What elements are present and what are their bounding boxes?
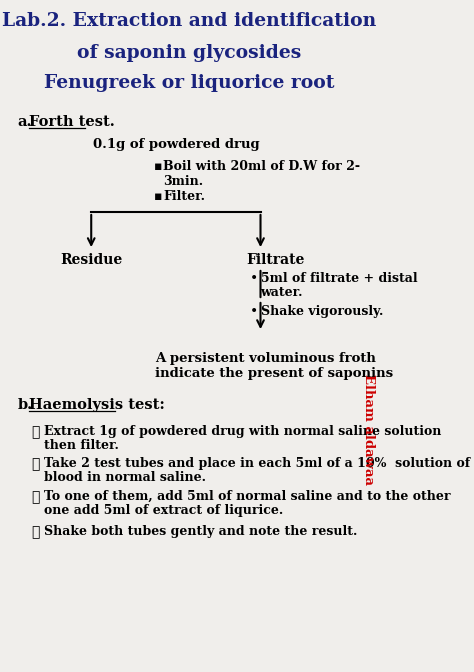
Text: Residue: Residue [60,253,122,267]
Text: ✓: ✓ [31,457,39,471]
Text: a.: a. [18,115,32,129]
Text: Filtrate: Filtrate [246,253,305,267]
Text: 0.1g of powdered drug: 0.1g of powdered drug [92,138,259,151]
Text: Boil with 20ml of D.W for 2-: Boil with 20ml of D.W for 2- [164,160,360,173]
Text: water.: water. [261,286,303,299]
Text: Fenugreek or liquorice root: Fenugreek or liquorice root [44,74,335,92]
Text: ▪: ▪ [154,190,163,203]
Text: 3min.: 3min. [164,175,203,188]
Text: ✓: ✓ [31,425,39,439]
Text: 5ml of filtrate + distal: 5ml of filtrate + distal [261,272,417,285]
Text: •: • [250,272,258,286]
Text: blood in normal saline.: blood in normal saline. [44,471,206,484]
Text: ✓: ✓ [31,525,39,539]
Text: Forth test.: Forth test. [28,115,114,129]
Text: Shake vigorously.: Shake vigorously. [261,305,383,318]
Text: b.: b. [18,398,33,412]
Text: A persistent voluminous froth
indicate the present of saponins: A persistent voluminous froth indicate t… [155,352,393,380]
Text: Filter.: Filter. [164,190,205,203]
Text: •: • [250,305,258,319]
Text: Shake both tubes gently and note the result.: Shake both tubes gently and note the res… [44,525,357,538]
Text: To one of them, add 5ml of normal saline and to the other: To one of them, add 5ml of normal saline… [44,490,451,503]
Text: ✓: ✓ [31,490,39,504]
Text: Haemolysis test:: Haemolysis test: [28,398,164,412]
Text: Lab.2. Extraction and identification: Lab.2. Extraction and identification [2,12,376,30]
Text: Elham aldawaa: Elham aldawaa [362,374,375,485]
Text: of saponin glycosides: of saponin glycosides [77,44,301,62]
Text: one add 5ml of extract of liqurice.: one add 5ml of extract of liqurice. [44,504,283,517]
Text: Extract 1g of powdered drug with normal saline solution: Extract 1g of powdered drug with normal … [44,425,442,438]
Text: Take 2 test tubes and place in each 5ml of a 10%  solution of: Take 2 test tubes and place in each 5ml … [44,457,470,470]
Text: ▪: ▪ [154,160,163,173]
Text: then filter.: then filter. [44,439,119,452]
